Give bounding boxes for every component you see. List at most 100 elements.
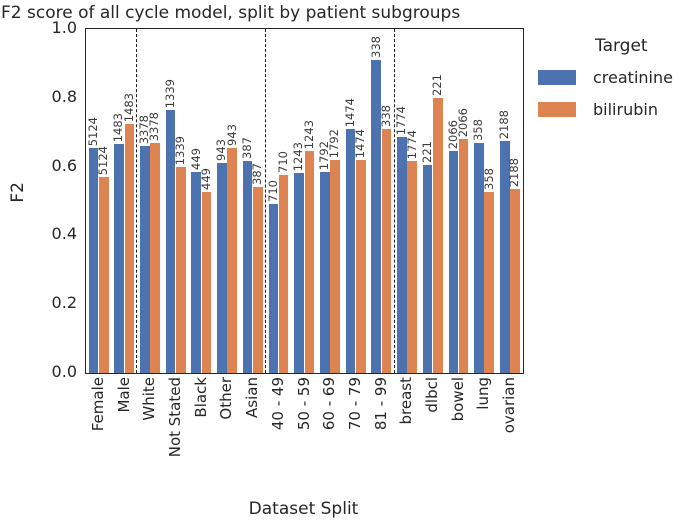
bar-bilirubin-60-69 bbox=[330, 160, 340, 373]
bar-creatinine-dlbcl bbox=[422, 165, 433, 373]
x-tick-label-bowel: bowel bbox=[448, 377, 467, 422]
bar-count-label: 1339 bbox=[162, 78, 177, 108]
plot-area: 5124 5124 1483 1483 3378 3378 1339 1339 449 449 94… bbox=[85, 28, 524, 374]
bar-count-label: 1792 bbox=[327, 128, 342, 158]
bar-creatinine-Other bbox=[217, 163, 227, 373]
bar-count-label: 710 bbox=[265, 180, 280, 202]
bar-creatinine-60-69 bbox=[319, 172, 330, 373]
legend-title: Target bbox=[595, 36, 648, 56]
x-tick-label-50-59: 50 - 59 bbox=[294, 377, 313, 431]
bar-bilirubin-81-99 bbox=[381, 129, 392, 373]
bar-count-label: 2188 bbox=[507, 157, 522, 187]
bar-bilirubin-Male bbox=[124, 124, 135, 373]
bar-creatinine-ovarian bbox=[499, 141, 510, 373]
y-tick-label-0.2: 0.2 bbox=[51, 293, 77, 313]
bar-creatinine-40-49 bbox=[268, 204, 279, 373]
legend-label-bilirubin: bilirubin bbox=[593, 100, 658, 119]
bar-count-label: 3378 bbox=[147, 111, 162, 141]
x-tick-label-lung: lung bbox=[474, 377, 493, 410]
x-tick-label-70-79: 70 - 79 bbox=[345, 377, 364, 431]
legend: Target creatinine bilirubin bbox=[538, 36, 700, 132]
bar-creatinine-70-79 bbox=[345, 129, 356, 373]
bar-creatinine-Asian bbox=[242, 161, 253, 373]
bar-count-label: 1243 bbox=[301, 119, 316, 149]
bar-bilirubin-dlbcl bbox=[433, 98, 443, 373]
bar-count-label: 338 bbox=[368, 36, 383, 58]
bar-count-label: 5124 bbox=[85, 116, 100, 146]
bar-count-label: 358 bbox=[471, 119, 486, 141]
bar-creatinine-Male bbox=[114, 144, 124, 373]
bar-count-label: 1774 bbox=[404, 129, 419, 159]
bar-creatinine-Female bbox=[88, 148, 99, 373]
bar-count-label: 2188 bbox=[497, 109, 511, 139]
bar-creatinine-bowel bbox=[448, 151, 459, 373]
x-tick-label-breast: breast bbox=[397, 377, 416, 425]
bar-creatinine-breast bbox=[397, 137, 407, 373]
bar-bilirubin-NotStated bbox=[176, 167, 186, 373]
bar-creatinine-lung bbox=[474, 143, 484, 373]
x-tick-label-Other: Other bbox=[217, 377, 236, 420]
bar-bilirubin-breast bbox=[407, 161, 417, 373]
bar-count-label: 710 bbox=[275, 151, 290, 173]
x-tick-label-Asian: Asian bbox=[243, 377, 262, 418]
bar-bilirubin-Asian bbox=[253, 187, 263, 373]
y-axis-ticks: 0.0 0.2 0.4 0.6 0.8 1.0 bbox=[28, 0, 77, 400]
bar-creatinine-Black bbox=[191, 172, 202, 373]
bar-count-label: 1339 bbox=[173, 135, 188, 165]
x-tick-label-dlbcl: dlbcl bbox=[423, 377, 441, 413]
y-tick-label-0.6: 0.6 bbox=[51, 155, 77, 175]
bar-count-label: 449 bbox=[198, 168, 213, 190]
bar-bilirubin-50-59 bbox=[304, 151, 315, 373]
bar-bilirubin-lung bbox=[484, 192, 495, 373]
x-tick-label-ovarian: ovarian bbox=[500, 377, 519, 434]
bar-bilirubin-bowel bbox=[458, 139, 469, 373]
x-tick-label-White: White bbox=[140, 377, 159, 421]
y-tick-label-0.0: 0.0 bbox=[51, 362, 77, 381]
x-tick-label-NotStated: Not Stated bbox=[166, 377, 184, 458]
bar-creatinine-NotStated bbox=[165, 110, 176, 373]
bar-count-label: 1474 bbox=[353, 128, 368, 158]
bar-count-label: 358 bbox=[481, 168, 496, 190]
bar-creatinine-50-59 bbox=[294, 173, 304, 373]
bar-creatinine-White bbox=[140, 146, 150, 373]
bar-count-label: 449 bbox=[188, 148, 203, 170]
legend-item-bilirubin: bilirubin bbox=[538, 100, 700, 119]
bar-count-label: 221 bbox=[430, 74, 445, 96]
x-axis-ticks: Female Male White Not Stated Black Other Asian… bbox=[0, 377, 700, 472]
bar-bilirubin-Other bbox=[227, 148, 238, 373]
x-tick-label-81-99: 81 - 99 bbox=[371, 377, 390, 431]
y-tick-label-0.8: 0.8 bbox=[51, 86, 77, 106]
x-tick-label-Male: Male bbox=[114, 377, 133, 413]
x-axis-label: Dataset Split bbox=[248, 499, 359, 519]
bar-bilirubin-70-79 bbox=[355, 160, 366, 373]
bar-count-label: 943 bbox=[224, 124, 239, 146]
x-tick-label-Black: Black bbox=[191, 377, 210, 418]
x-tick-label-40-49: 40 - 49 bbox=[268, 377, 287, 431]
bar-count-label: 338 bbox=[378, 105, 393, 127]
bar-creatinine-81-99 bbox=[371, 60, 381, 373]
bar-count-label: 2066 bbox=[455, 107, 470, 137]
legend-label-creatinine: creatinine bbox=[593, 68, 673, 87]
y-axis-label: F2 bbox=[8, 182, 28, 203]
legend-swatch-bilirubin bbox=[538, 102, 576, 117]
bar-bilirubin-Female bbox=[98, 177, 109, 373]
group-separator-line bbox=[264, 29, 266, 373]
bar-count-label: 387 bbox=[250, 163, 265, 185]
x-tick-label-Female: Female bbox=[88, 377, 107, 432]
chart-title: F2 score of all cycle model, split by pa… bbox=[1, 3, 461, 23]
bar-count-label: 387 bbox=[239, 137, 254, 159]
bar-bilirubin-Black bbox=[201, 192, 212, 373]
bar-bilirubin-ovarian bbox=[510, 189, 520, 373]
legend-swatch-creatinine bbox=[538, 70, 576, 85]
y-tick-label-1.0: 1.0 bbox=[51, 18, 77, 37]
legend-item-creatinine: creatinine bbox=[538, 68, 700, 87]
x-tick-label-60-69: 60 - 69 bbox=[320, 377, 339, 431]
bar-count-label: 5124 bbox=[96, 145, 110, 175]
group-separator-line bbox=[393, 29, 395, 373]
bar-count-label: 1474 bbox=[342, 97, 357, 127]
bar-bilirubin-40-49 bbox=[278, 175, 289, 373]
bar-bilirubin-White bbox=[150, 143, 160, 373]
group-separator-line bbox=[136, 29, 138, 373]
y-tick-label-0.4: 0.4 bbox=[51, 224, 77, 244]
